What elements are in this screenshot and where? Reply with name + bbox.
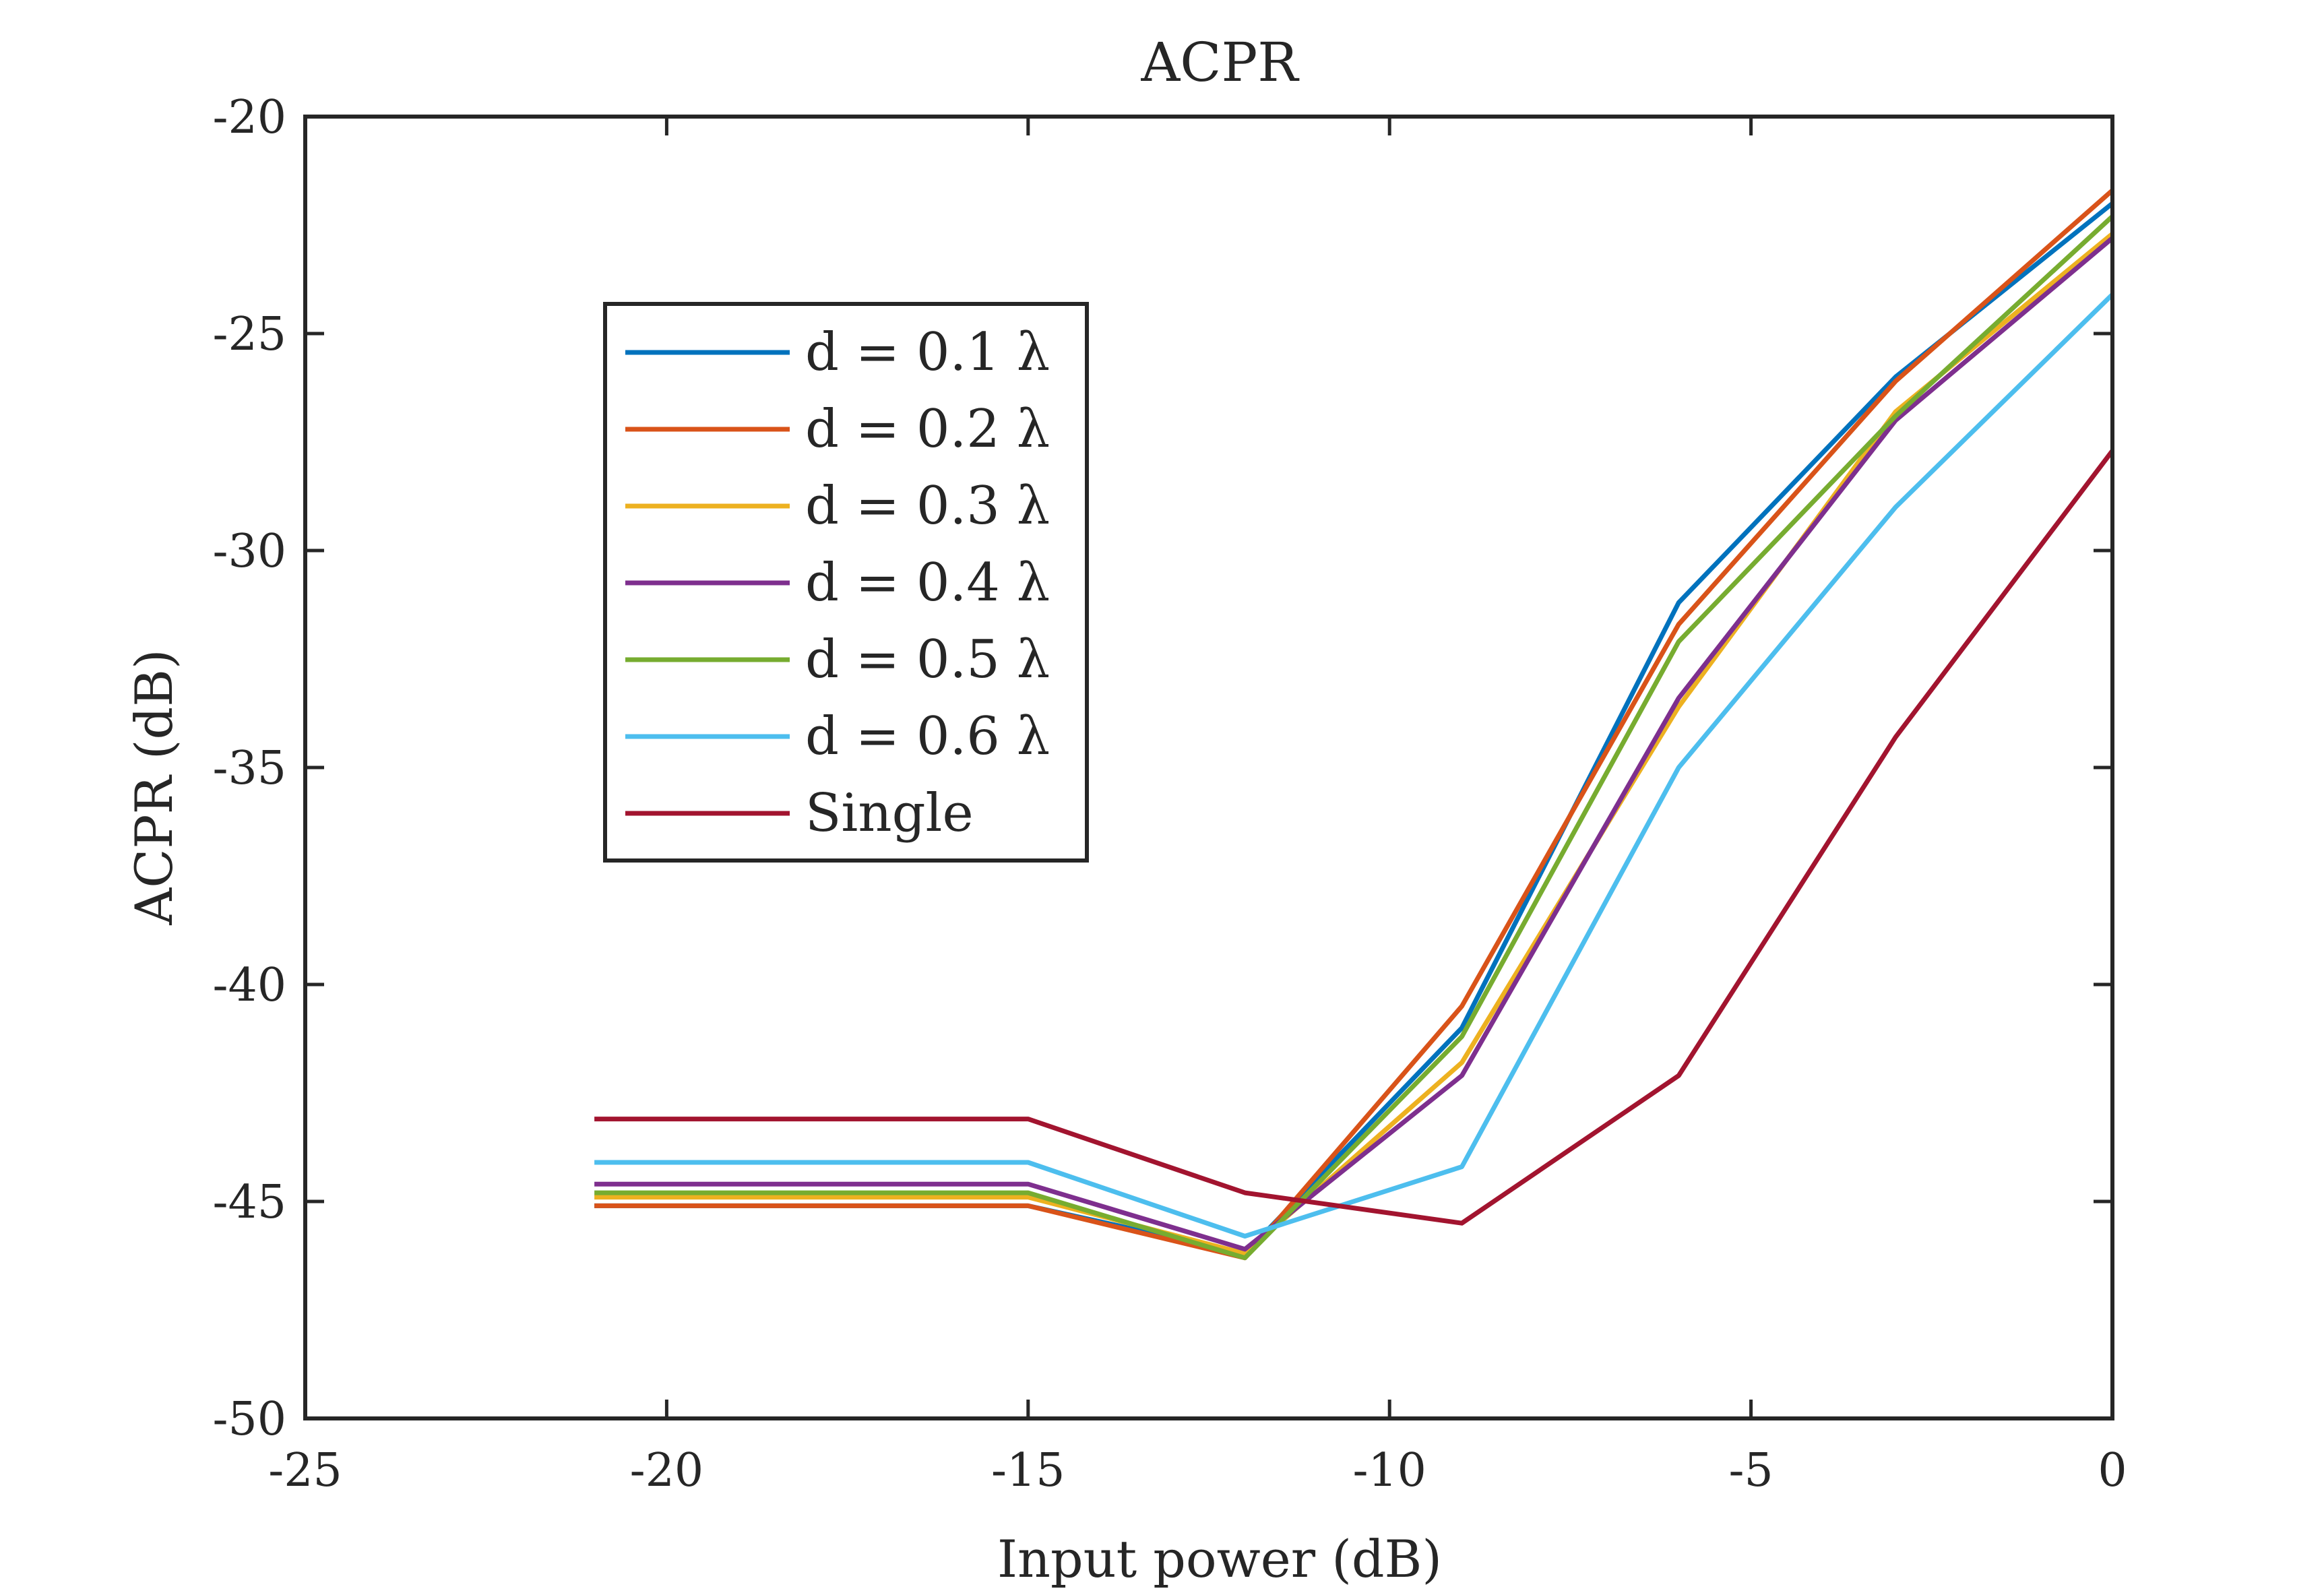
y-tick-label: -25 xyxy=(212,308,286,361)
y-axis-label: ACPR (dB) xyxy=(124,649,184,925)
legend: d = 0.1 λ d = 0.2 λ d = 0.3 λ d = 0.4 λ d = … xyxy=(603,302,1089,863)
x-tick-label: -5 xyxy=(1728,1444,1773,1497)
legend-label-4: d = 0.4 λ xyxy=(805,553,1050,613)
series-line-4 xyxy=(594,236,2112,1252)
y-tick-label: -50 xyxy=(212,1393,286,1446)
legend-label-2: d = 0.2 λ xyxy=(805,399,1050,460)
series-line-5 xyxy=(594,214,2112,1261)
x-tick-label: -25 xyxy=(268,1444,342,1497)
x-tick-label: 0 xyxy=(2098,1444,2127,1497)
legend-label-5: d = 0.5 λ xyxy=(805,629,1050,690)
y-tick-label: -45 xyxy=(212,1176,286,1229)
y-tick-label: -20 xyxy=(212,91,286,144)
series-line-2 xyxy=(594,188,2112,1261)
legend-label-7: Single xyxy=(805,783,974,844)
chart-title: ACPR xyxy=(1140,31,1300,94)
series-line-3 xyxy=(594,232,2112,1256)
series-line-7 xyxy=(594,449,2112,1226)
y-tick-label: -40 xyxy=(212,959,286,1012)
series-line-6 xyxy=(594,292,2112,1239)
x-axis-label: Input power (dB) xyxy=(997,1529,1442,1589)
x-tick-label: -10 xyxy=(1352,1444,1426,1497)
y-tick-label: -30 xyxy=(212,525,286,578)
y-tick-label: -35 xyxy=(212,742,286,795)
legend-label-6: d = 0.6 λ xyxy=(805,706,1050,767)
legend-label-1: d = 0.1 λ xyxy=(805,322,1050,383)
x-tick-label: -20 xyxy=(630,1444,704,1497)
x-tick-label: -15 xyxy=(991,1444,1065,1497)
legend-label-3: d = 0.3 λ xyxy=(805,476,1050,536)
